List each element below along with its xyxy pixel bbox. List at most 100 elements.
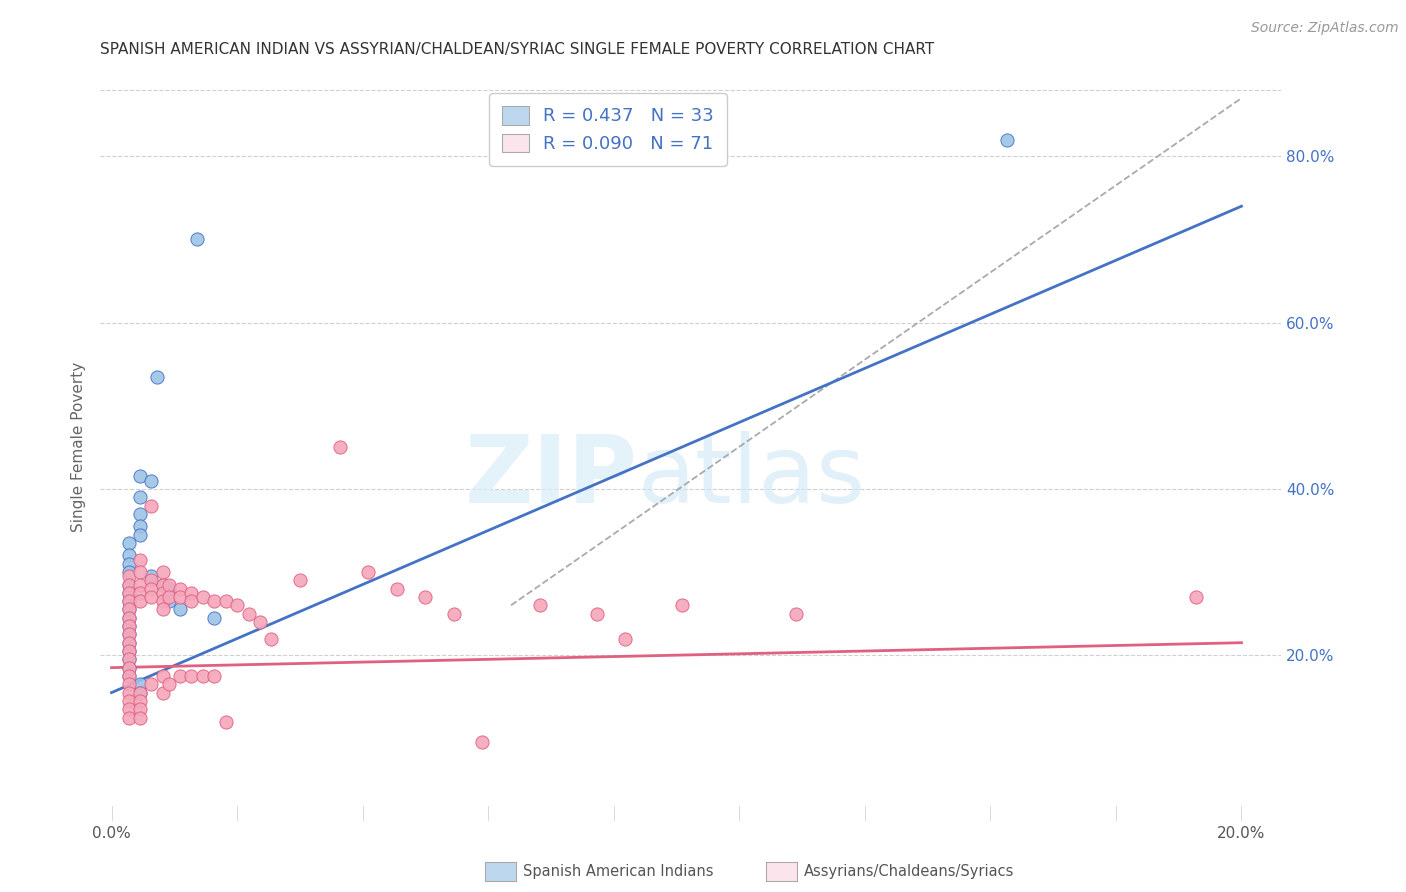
Point xyxy=(118,594,141,608)
Point xyxy=(157,590,180,604)
Point xyxy=(129,490,152,504)
Point xyxy=(118,619,141,633)
Y-axis label: Single Female Poverty: Single Female Poverty xyxy=(72,362,86,533)
Point xyxy=(118,602,141,616)
Point xyxy=(129,469,152,483)
Point xyxy=(129,685,152,699)
Point xyxy=(169,590,191,604)
Point xyxy=(118,549,141,563)
Point xyxy=(785,607,807,621)
Point xyxy=(152,577,174,591)
Point xyxy=(157,594,180,608)
Point xyxy=(141,569,163,583)
Point xyxy=(997,133,1019,147)
Text: ZIP: ZIP xyxy=(465,431,637,524)
Point xyxy=(529,599,551,613)
Point xyxy=(180,669,202,683)
Point xyxy=(157,582,180,596)
Point xyxy=(226,599,249,613)
Point xyxy=(118,694,141,708)
Point xyxy=(202,611,225,625)
Point xyxy=(118,636,141,650)
Point xyxy=(118,677,141,691)
Point xyxy=(129,507,152,521)
Point xyxy=(238,607,260,621)
Point xyxy=(191,669,214,683)
Point xyxy=(141,574,163,588)
Point xyxy=(157,677,180,691)
Text: SPANISH AMERICAN INDIAN VS ASSYRIAN/CHALDEAN/SYRIAC SINGLE FEMALE POVERTY CORREL: SPANISH AMERICAN INDIAN VS ASSYRIAN/CHAL… xyxy=(100,42,935,57)
Point xyxy=(152,685,174,699)
Point xyxy=(118,611,141,625)
Point xyxy=(249,615,271,629)
Point xyxy=(129,527,152,541)
Point xyxy=(385,582,408,596)
Point xyxy=(129,565,152,579)
Point xyxy=(215,594,238,608)
Point xyxy=(671,599,693,613)
Point xyxy=(129,552,152,566)
Point xyxy=(443,607,465,621)
Point xyxy=(118,660,141,674)
Point xyxy=(288,574,311,588)
Point xyxy=(129,586,152,600)
Point xyxy=(118,710,141,724)
Point xyxy=(118,594,141,608)
Point xyxy=(118,660,141,674)
Point xyxy=(180,594,202,608)
Point xyxy=(157,577,180,591)
Point xyxy=(129,710,152,724)
Point xyxy=(152,586,174,600)
Point xyxy=(129,694,152,708)
Point xyxy=(118,685,141,699)
Point xyxy=(191,590,214,604)
Point xyxy=(118,652,141,666)
Point xyxy=(169,582,191,596)
Point xyxy=(118,611,141,625)
Point xyxy=(471,735,494,749)
Point xyxy=(118,627,141,641)
Point xyxy=(152,565,174,579)
Point xyxy=(129,519,152,533)
Point xyxy=(152,594,174,608)
Point xyxy=(141,590,163,604)
Point xyxy=(141,582,163,596)
Point xyxy=(180,586,202,600)
Point xyxy=(118,636,141,650)
Point xyxy=(415,590,437,604)
Point xyxy=(118,669,141,683)
Point xyxy=(152,669,174,683)
Point xyxy=(202,594,225,608)
Point xyxy=(118,644,141,658)
Point xyxy=(129,577,152,591)
Point xyxy=(141,499,163,513)
Point xyxy=(118,652,141,666)
Point xyxy=(118,644,141,658)
Point xyxy=(118,577,141,591)
Point xyxy=(129,702,152,716)
Point xyxy=(186,232,208,246)
Point xyxy=(215,714,238,729)
Point xyxy=(129,685,152,699)
Point xyxy=(202,669,225,683)
Point xyxy=(118,702,141,716)
Point xyxy=(118,557,141,571)
Text: Assyrians/Chaldeans/Syriacs: Assyrians/Chaldeans/Syriacs xyxy=(804,864,1015,879)
Point xyxy=(169,669,191,683)
Point xyxy=(141,677,163,691)
Point xyxy=(118,586,141,600)
Point xyxy=(118,586,141,600)
Point xyxy=(118,602,141,616)
Point xyxy=(129,594,152,608)
Point xyxy=(614,632,637,646)
Point xyxy=(146,369,169,384)
Point xyxy=(357,565,380,579)
Point xyxy=(152,577,174,591)
Point xyxy=(129,677,152,691)
Point xyxy=(118,619,141,633)
Point xyxy=(585,607,607,621)
Point xyxy=(118,669,141,683)
Point xyxy=(329,440,352,454)
Point xyxy=(118,569,141,583)
Point xyxy=(118,577,141,591)
